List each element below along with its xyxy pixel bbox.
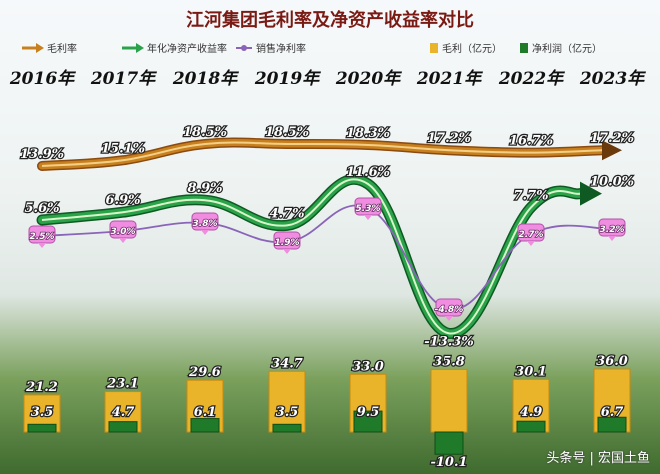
net-profit-label: 9.5 [357, 405, 380, 420]
net-margin-label: 3.8% [193, 219, 218, 229]
year-label: 2019年 [254, 69, 321, 89]
roe-label: 10.0% [590, 175, 634, 190]
legend-label: 毛利率 [47, 42, 77, 55]
legend-item: 净利润（亿元） [520, 42, 602, 55]
gross-profit-label: 33.0 [352, 359, 384, 374]
net-margin-marker-tip [527, 241, 535, 246]
net-profit-bar [353, 410, 383, 433]
net-margin-marker-tip [119, 238, 127, 243]
net-margin-label: 2.5% [30, 232, 55, 242]
net-profit-label: 6.7 [601, 405, 624, 420]
year-label: 2021年 [416, 69, 483, 89]
gross-profit-bar [430, 368, 468, 433]
legend-item: 毛利（亿元） [430, 42, 502, 55]
net-profit-bar [597, 416, 627, 433]
net-margin-line [41, 204, 613, 310]
roe-label: 8.9% [188, 181, 223, 196]
gross-margin-label: 17.2% [427, 131, 471, 146]
legend-arrow-icon [136, 43, 144, 53]
gross-margin-label: 17.2% [590, 131, 634, 146]
gross-margin-label: 18.5% [265, 125, 309, 140]
roe-label: 5.6% [25, 201, 60, 216]
gross-profit-label: 34.7 [271, 356, 303, 371]
net-profit-label: 3.5 [276, 405, 299, 420]
legend-swatch [520, 43, 528, 53]
roe-label: -13.3% [424, 334, 473, 349]
chart-title: 江河集团毛利率及净资产收益率对比 [186, 9, 474, 31]
net-margin-label: 3.2% [600, 225, 625, 235]
net-margin-label: 1.9% [275, 238, 300, 248]
gross-profit-label: 21.2 [25, 380, 58, 395]
net-profit-bar [27, 423, 57, 433]
gross-margin-line-highlight [41, 141, 603, 167]
gross-profit-label: 29.6 [188, 365, 221, 380]
net-margin-marker-tip [38, 243, 46, 248]
net-profit-label: 4.9 [520, 405, 543, 420]
watermark: 头条号 | 宏国土鱼 [546, 451, 650, 466]
gross-margin-label: 13.9% [20, 147, 64, 162]
legend-label: 年化净资产收益率 [147, 42, 227, 55]
legend-arrow-icon [36, 43, 44, 53]
net-profit-bar [108, 421, 138, 433]
legend-marker [241, 45, 247, 51]
year-label: 2022年 [498, 69, 565, 89]
legend-label: 净利润（亿元） [532, 42, 602, 55]
gross-margin-label: 18.3% [346, 126, 390, 141]
legend-item: 销售净利率 [236, 42, 306, 55]
gross-profit-label: 36.0 [596, 354, 628, 369]
net-margin-label: 5.3% [356, 204, 381, 214]
gross-margin-label: 18.5% [183, 125, 227, 140]
gross-profit-label: 23.1 [106, 377, 139, 392]
net-profit-bar [272, 423, 302, 433]
roe-line-highlight [41, 178, 581, 335]
roe-label: 4.7% [270, 206, 305, 221]
year-label: 2017年 [90, 69, 157, 89]
net-profit-label: -10.1 [430, 455, 467, 470]
net-profit-label: 4.7 [112, 405, 135, 420]
gross-margin-arrow-icon [602, 140, 622, 161]
year-label: 2016年 [9, 69, 76, 89]
net-margin-marker-tip [445, 316, 453, 321]
year-label: 2023年 [579, 69, 646, 89]
legend-swatch [430, 43, 438, 53]
gross-profit-label: 30.1 [515, 364, 547, 379]
net-margin-label: 3.0% [111, 227, 136, 237]
legend-item: 毛利率 [22, 42, 77, 55]
net-margin-marker-tip [201, 230, 209, 235]
gross-margin-label: 16.7% [509, 134, 553, 149]
net-margin-marker-tip [283, 249, 291, 254]
gross-profit-bar [268, 370, 306, 433]
legend-item: 年化净资产收益率 [122, 42, 227, 55]
net-profit-label: 3.5 [31, 405, 54, 420]
year-label: 2020年 [335, 69, 402, 89]
net-profit-bar [190, 418, 220, 433]
gross-margin-label: 15.1% [101, 141, 145, 156]
net-profit-bar [434, 431, 464, 455]
net-margin-marker-tip [364, 215, 372, 220]
gross-profit-label: 35.8 [433, 354, 465, 369]
legend-label: 毛利（亿元） [442, 42, 502, 55]
year-label: 2018年 [172, 69, 239, 89]
net-margin-label: 2.7% [519, 230, 544, 240]
net-profit-label: 6.1 [194, 405, 217, 420]
roe-arrow-icon [580, 181, 602, 206]
net-margin-label: -4.8% [435, 305, 464, 315]
roe-label: 7.7% [514, 188, 549, 203]
roe-label: 11.6% [346, 165, 390, 180]
net-margin-marker-tip [608, 236, 616, 241]
net-profit-bar [516, 420, 546, 433]
roe-label: 6.9% [106, 193, 141, 208]
legend-label: 销售净利率 [256, 42, 306, 55]
